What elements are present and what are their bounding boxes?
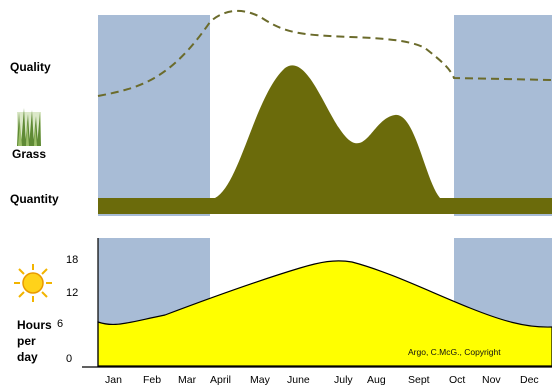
month-label-apr: April bbox=[210, 374, 232, 386]
daylight-hours-area bbox=[97, 260, 552, 367]
hours-label-line-3: day bbox=[17, 350, 38, 364]
month-label-sep: Sept bbox=[408, 374, 430, 386]
month-label-jun: June bbox=[287, 374, 310, 386]
month-label-dec: Dec bbox=[520, 374, 539, 386]
hours-label-line-2: per bbox=[17, 334, 36, 348]
grass-icon bbox=[17, 108, 41, 146]
month-label-jul: July bbox=[334, 374, 353, 386]
panel-gap bbox=[98, 216, 552, 238]
grass-quantity-area bbox=[98, 65, 552, 215]
sun-icon bbox=[14, 264, 52, 302]
month-label-mar: Mar bbox=[178, 374, 197, 386]
month-label-may: May bbox=[250, 374, 270, 386]
y-tick-0: 0 bbox=[66, 353, 73, 365]
month-label-oct: Oct bbox=[449, 374, 466, 386]
quantity-label: Quantity bbox=[10, 192, 59, 206]
month-label-aug: Aug bbox=[367, 374, 386, 386]
month-label-nov: Nov bbox=[482, 374, 501, 386]
quality-label: Quality bbox=[10, 60, 51, 74]
y-tick-12: 12 bbox=[66, 287, 79, 299]
grass-label: Grass bbox=[12, 147, 47, 161]
quality-line bbox=[97, 10, 552, 97]
copyright-note: Argo, C.McG., Copyright bbox=[408, 347, 501, 357]
hours-per-day-label: Hours per day bbox=[17, 317, 52, 365]
y-tick-18: 18 bbox=[66, 254, 79, 266]
month-label-feb: Feb bbox=[143, 374, 162, 386]
y-tick-6: 6 bbox=[57, 318, 64, 330]
hours-label-line-1: Hours bbox=[17, 318, 52, 332]
month-label-jan: Jan bbox=[105, 374, 122, 386]
